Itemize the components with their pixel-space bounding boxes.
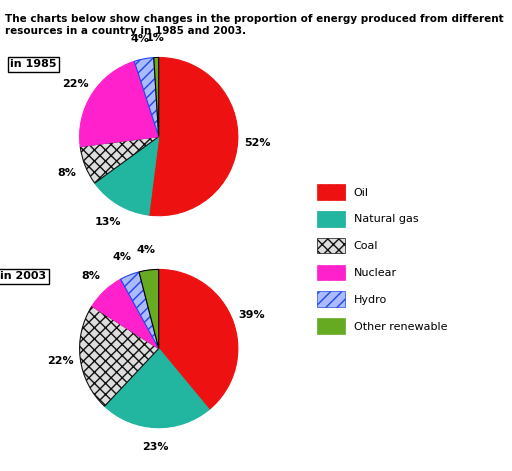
Text: 39%: 39% [239, 310, 265, 320]
Text: The charts below show changes in the proportion of energy produced from differen: The charts below show changes in the pro… [5, 14, 504, 36]
Wedge shape [159, 269, 238, 409]
Wedge shape [104, 349, 209, 428]
Legend: Oil, Natural gas, Coal, Nuclear, Hydro, Other renewable: Oil, Natural gas, Coal, Nuclear, Hydro, … [313, 179, 452, 339]
Text: 4%: 4% [131, 34, 150, 44]
Text: 13%: 13% [95, 217, 122, 227]
Text: 22%: 22% [47, 356, 74, 366]
Text: 52%: 52% [244, 138, 271, 148]
Text: 23%: 23% [142, 442, 169, 453]
Text: in 1985: in 1985 [10, 59, 57, 69]
Wedge shape [79, 306, 159, 406]
Wedge shape [92, 279, 159, 349]
Text: 4%: 4% [137, 245, 156, 255]
Text: 8%: 8% [57, 168, 76, 178]
Wedge shape [154, 57, 159, 137]
Wedge shape [80, 137, 159, 183]
Text: 22%: 22% [62, 79, 89, 89]
Wedge shape [149, 57, 238, 216]
Text: 8%: 8% [81, 271, 100, 282]
Wedge shape [79, 61, 159, 146]
Wedge shape [121, 272, 159, 349]
Text: 4%: 4% [113, 252, 132, 261]
Wedge shape [95, 137, 159, 215]
Wedge shape [139, 269, 159, 349]
Text: in 2003: in 2003 [1, 271, 47, 281]
Wedge shape [134, 57, 159, 137]
Text: 1%: 1% [146, 32, 165, 43]
